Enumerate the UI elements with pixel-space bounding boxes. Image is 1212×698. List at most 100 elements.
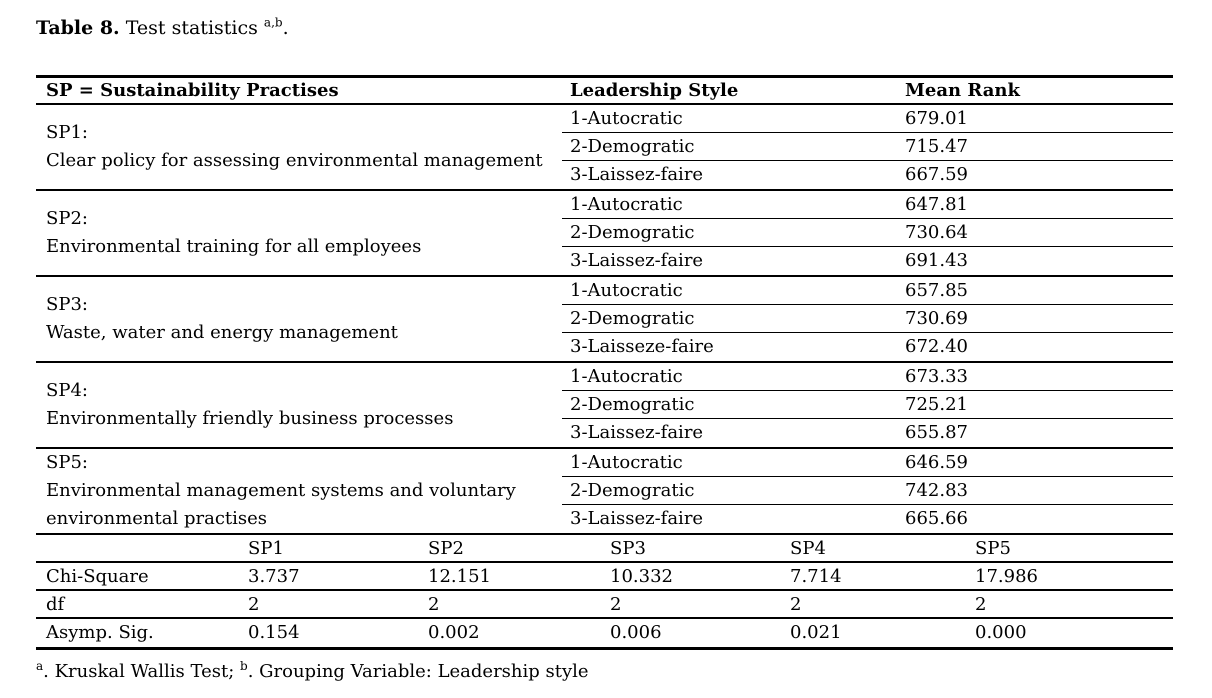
table-caption: Table 8. Test statistics a,b. (36, 14, 1173, 42)
leadership-style-cell: 3-Laisseze-faire (570, 336, 714, 357)
sp-description: Waste, water and energy management (46, 322, 398, 343)
stats-value: 3.737 (248, 566, 300, 587)
mean-rank-cell: 657.85 (905, 280, 968, 301)
sp-id: SP1: (46, 122, 88, 143)
table-row: 3-Laissez-faire 691.43 (562, 247, 1173, 275)
stats-value: 12.151 (428, 566, 491, 587)
stats-value: 2 (610, 594, 622, 615)
leadership-style-cell: 1-Autocratic (570, 366, 683, 387)
mean-rank-cell: 742.83 (905, 480, 968, 501)
stats-row-df: df 2 2 2 2 2 (36, 591, 1173, 619)
stats-row-asymp-sig: Asymp. Sig. 0.154 0.002 0.006 0.021 0.00… (36, 619, 1173, 647)
table-row: 2-Demogratic 742.83 (562, 477, 1173, 505)
mean-rank-cell: 665.66 (905, 508, 968, 529)
table-row: 2-Demogratic 725.21 (562, 391, 1173, 419)
sp-group-rows: 1-Autocratic 673.33 2-Demogratic 725.21 … (562, 363, 1173, 447)
table-row: 2-Demogratic 715.47 (562, 133, 1173, 161)
stats-header-row: SP1 SP2 SP3 SP4 SP5 (36, 535, 1173, 563)
mean-rank-cell: 647.81 (905, 194, 968, 215)
footnote-sup-a: a (36, 659, 44, 673)
mean-rank-cell: 672.40 (905, 336, 968, 357)
table-footnote: a. Kruskal Wallis Test; b. Grouping Vari… (36, 659, 1173, 685)
table-row: 3-Laissez-faire 667.59 (562, 161, 1173, 189)
sp-group-sp5: SP5: Environmental management systems an… (36, 449, 1173, 535)
sp-group-sp1: SP1: Clear policy for assessing environm… (36, 105, 1173, 191)
sp-group-sp4: SP4: Environmentally friendly business p… (36, 363, 1173, 449)
table-row: 2-Demogratic 730.69 (562, 305, 1173, 333)
stats-value: 0.021 (790, 622, 842, 643)
stats-header-empty (36, 535, 248, 562)
table-row: 1-Autocratic 646.59 (562, 449, 1173, 477)
stats-value: 2 (428, 594, 440, 615)
stats-value: 2 (790, 594, 802, 615)
stats-header-sp2: SP2 (428, 538, 464, 559)
sp-id: SP3: (46, 294, 88, 315)
table-caption-period: . (282, 17, 289, 39)
leadership-style-cell: 3-Laissez-faire (570, 508, 704, 529)
sp-label-text: SP4: Environmentally friendly business p… (46, 377, 453, 433)
table-caption-superscript: a,b (263, 15, 283, 30)
table-row: 3-Laissez-faire 665.66 (562, 505, 1173, 533)
header-sustainability-practises: SP = Sustainability Practises (46, 80, 339, 101)
sp-description: Environmental management systems and vol… (46, 480, 516, 529)
table-row: 3-Laisseze-faire 672.40 (562, 333, 1173, 361)
leadership-style-cell: 2-Demogratic (570, 136, 695, 157)
header-leadership-style: Leadership Style (570, 80, 739, 101)
stats-header-sp1: SP1 (248, 538, 284, 559)
stats-value: 2 (248, 594, 260, 615)
mean-rank-cell: 646.59 (905, 452, 968, 473)
mean-rank-cell: 730.69 (905, 308, 968, 329)
sp-label-text: SP3: Waste, water and energy management (46, 291, 398, 347)
table-row: 1-Autocratic 657.85 (562, 277, 1173, 305)
sp-group-sp2: SP2: Environmental training for all empl… (36, 191, 1173, 277)
stats-row-label: Asymp. Sig. (46, 622, 154, 643)
leadership-style-cell: 2-Demogratic (570, 222, 695, 243)
sp-label-cell: SP3: Waste, water and energy management (36, 277, 562, 361)
leadership-style-cell: 1-Autocratic (570, 280, 683, 301)
mean-rank-cell: 725.21 (905, 394, 968, 415)
table-row: 1-Autocratic 647.81 (562, 191, 1173, 219)
stats-value: 10.332 (610, 566, 673, 587)
stats-header-sp4: SP4 (790, 538, 826, 559)
sp-label-text: SP5: Environmental management systems an… (46, 449, 546, 533)
table-row: 3-Laissez-faire 655.87 (562, 419, 1173, 447)
stats-row-label: Chi-Square (46, 566, 149, 587)
mean-rank-cell: 691.43 (905, 250, 968, 271)
leadership-style-cell: 1-Autocratic (570, 108, 683, 129)
chi-square-stats-section: SP1 SP2 SP3 SP4 SP5 Chi-Square 3.737 12.… (36, 535, 1173, 647)
leadership-style-cell: 2-Demogratic (570, 480, 695, 501)
stats-value: 0.006 (610, 622, 662, 643)
footnote-text-a: . Kruskal Wallis Test; (43, 661, 241, 682)
sp-group-sp3: SP3: Waste, water and energy management … (36, 277, 1173, 363)
mean-rank-cell: 679.01 (905, 108, 968, 129)
stats-header-sp5: SP5 (975, 538, 1011, 559)
test-statistics-table: SP = Sustainability Practises Leadership… (36, 75, 1173, 650)
sp-id: SP2: (46, 208, 88, 229)
footnote-sup-b: b (240, 659, 248, 673)
leadership-style-cell: 1-Autocratic (570, 452, 683, 473)
stats-value: 0.002 (428, 622, 480, 643)
mean-rank-cell: 667.59 (905, 164, 968, 185)
leadership-style-cell: 3-Laissez-faire (570, 422, 704, 443)
mean-rank-cell: 655.87 (905, 422, 968, 443)
sp-label-text: SP1: Clear policy for assessing environm… (46, 119, 543, 175)
sp-description: Environmental training for all employees (46, 236, 422, 257)
mean-rank-cell: 673.33 (905, 366, 968, 387)
table-caption-text: Test statistics (119, 17, 264, 39)
leadership-style-cell: 3-Laissez-faire (570, 250, 704, 271)
sp-group-rows: 1-Autocratic 647.81 2-Demogratic 730.64 … (562, 191, 1173, 275)
sp-label-text: SP2: Environmental training for all empl… (46, 205, 421, 261)
leadership-style-cell: 3-Laissez-faire (570, 164, 704, 185)
footnote-text-b: . Grouping Variable: Leadership style (247, 661, 589, 682)
mean-rank-cell: 715.47 (905, 136, 968, 157)
sp-id: SP5: (46, 452, 88, 473)
sp-label-cell: SP4: Environmentally friendly business p… (36, 363, 562, 447)
table-header-row: SP = Sustainability Practises Leadership… (36, 78, 1173, 105)
sp-group-rows: 1-Autocratic 657.85 2-Demogratic 730.69 … (562, 277, 1173, 361)
table-row: 1-Autocratic 679.01 (562, 105, 1173, 133)
stats-value: 17.986 (975, 566, 1038, 587)
stats-value: 0.000 (975, 622, 1027, 643)
sp-group-rows: 1-Autocratic 646.59 2-Demogratic 742.83 … (562, 449, 1173, 533)
sp-id: SP4: (46, 380, 88, 401)
